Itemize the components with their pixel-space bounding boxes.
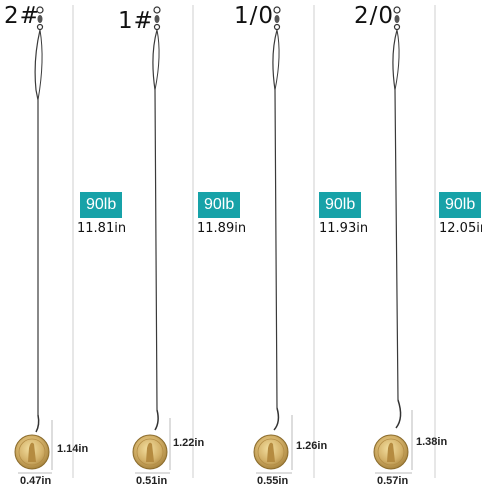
swivel-icon <box>36 6 44 31</box>
hook-height: 1.14in <box>57 443 89 455</box>
leader-wire <box>152 29 158 411</box>
hook-width: 0.51in <box>136 475 168 487</box>
rig-3-art <box>253 5 315 478</box>
rig-4-art <box>373 5 436 478</box>
line-test-badge: 90lb <box>198 192 241 218</box>
hook-height: 1.22in <box>173 437 205 449</box>
hook-width: 0.57in <box>377 475 409 487</box>
swivel-icon <box>273 6 281 31</box>
hook-size-label: 1/0 <box>234 3 275 29</box>
leader-length: 11.81in <box>77 221 127 236</box>
swivel-icon <box>153 6 161 31</box>
coin-icon <box>132 434 168 470</box>
hook-size-label: 1# <box>118 8 154 34</box>
hook-icon <box>273 407 280 431</box>
rig-1-art <box>14 5 74 478</box>
leader-wire <box>272 29 278 409</box>
line-test-badge: 90lb <box>439 192 482 218</box>
coin-icon <box>14 434 50 470</box>
hook-height: 1.26in <box>296 440 328 452</box>
line-test-badge: 90lb <box>80 192 123 218</box>
line-test-badge: 90lb <box>319 192 362 218</box>
rig-2-art <box>132 5 194 478</box>
hook-icon <box>154 409 159 431</box>
swivel-icon <box>393 6 401 31</box>
leader-length: 11.93in <box>319 221 369 236</box>
hook-icon <box>35 414 40 433</box>
leader-wire <box>34 29 41 415</box>
coin-icon <box>373 434 409 470</box>
hook-width: 0.55in <box>257 475 289 487</box>
hook-size-label: 2# <box>4 3 40 29</box>
leader-length: 11.89in <box>197 221 247 236</box>
leader-length: 12.05in <box>439 221 482 236</box>
hook-width: 0.47in <box>20 475 52 487</box>
hook-size-label: 2/0 <box>354 3 395 29</box>
hook-height: 1.38in <box>416 436 448 448</box>
hook-icon <box>395 399 402 429</box>
coin-icon <box>253 434 289 470</box>
